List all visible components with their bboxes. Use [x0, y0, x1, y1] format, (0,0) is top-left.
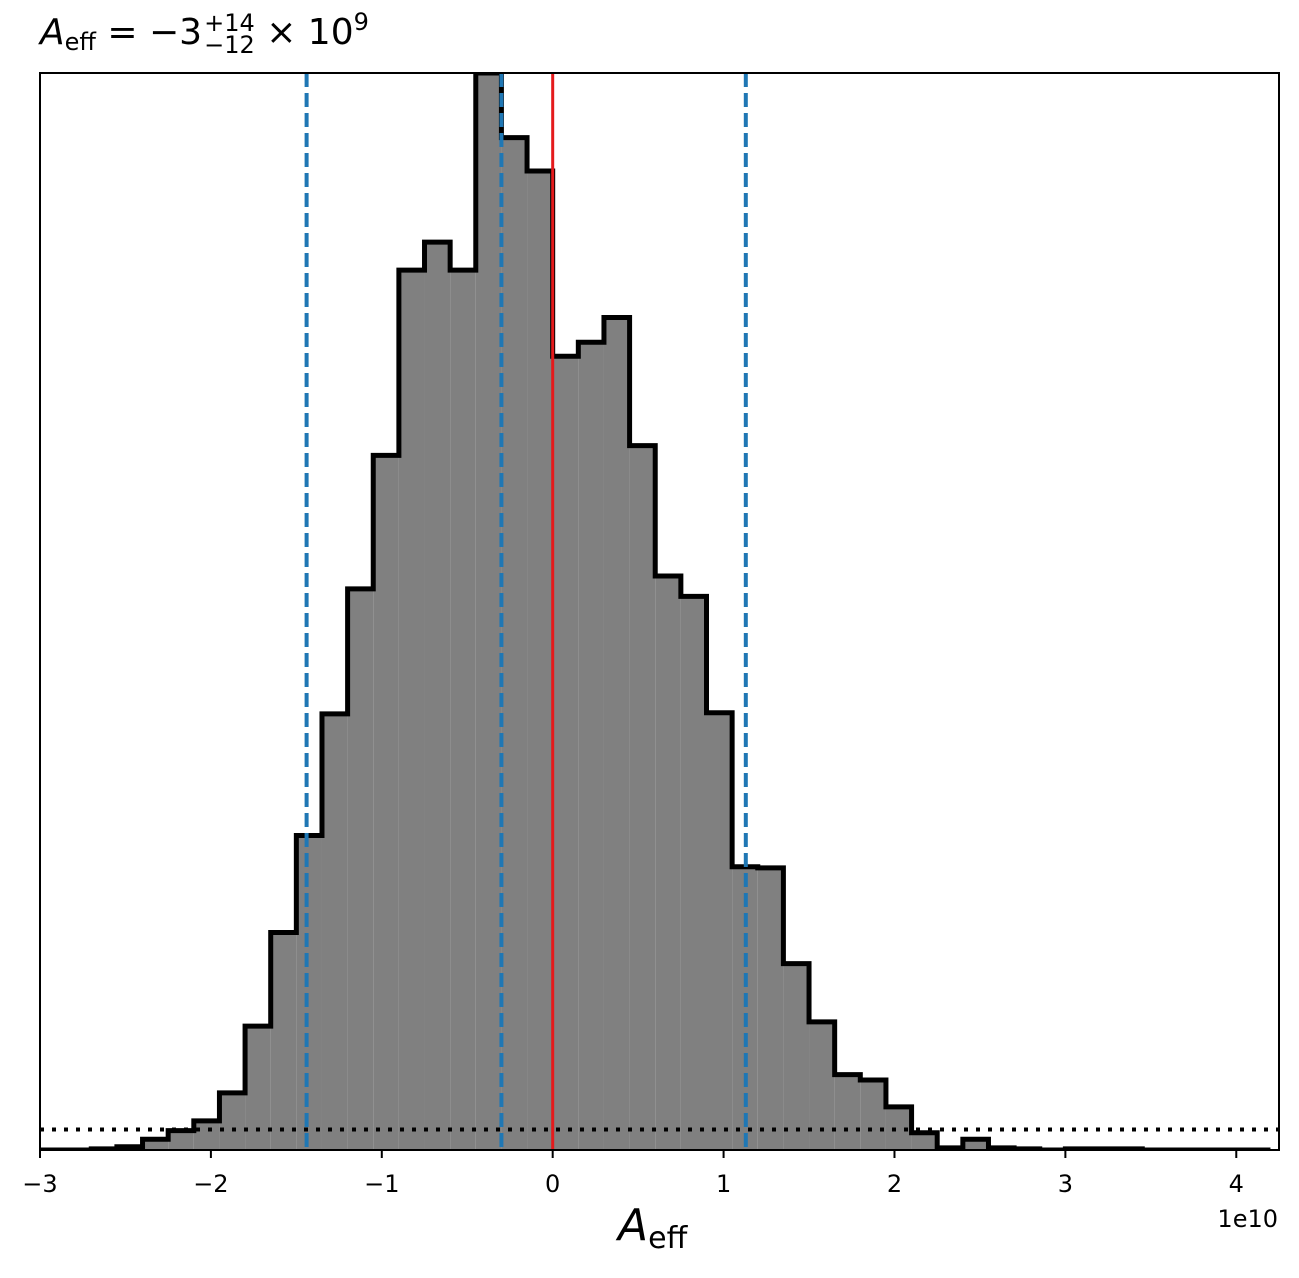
histogram-bar	[450, 270, 476, 1150]
histogram-bar	[629, 445, 656, 1150]
x-tick-label: 2	[887, 1170, 902, 1198]
histogram-bar	[296, 835, 322, 1150]
x-tick-label: −3	[22, 1170, 57, 1198]
histogram-bar	[962, 1139, 989, 1150]
histogram-bar	[219, 1092, 246, 1150]
chart-title: Aeff = −3 +14 −12 × 109	[40, 8, 369, 59]
x-axis: −3 −2 −1 0 1 2 3 4	[22, 72, 1280, 1198]
x-tick-label: −2	[193, 1170, 228, 1198]
x-tick-label: 4	[1229, 1170, 1244, 1198]
histogram-bar	[321, 713, 348, 1150]
histogram-bar	[398, 270, 425, 1150]
x-tick-label: −1	[364, 1170, 399, 1198]
x-tick-label: 3	[1058, 1170, 1073, 1198]
histogram-bar	[168, 1130, 194, 1150]
histogram-bar	[373, 455, 399, 1150]
histogram-bar	[475, 73, 502, 1150]
histogram-bar	[680, 596, 707, 1150]
histogram-bar	[578, 342, 604, 1150]
histogram-bar	[193, 1120, 220, 1150]
histogram-bar	[603, 317, 630, 1150]
histogram-bar	[783, 963, 810, 1150]
histogram-bar	[655, 575, 681, 1150]
axes-frame	[39, 72, 1280, 1151]
histogram-bar	[501, 137, 528, 1150]
histogram-bar	[860, 1079, 886, 1150]
x-axis-offset-label: 1e10	[1217, 1205, 1278, 1233]
histogram-bar	[347, 588, 374, 1150]
histogram-outline	[40, 73, 1271, 1150]
histogram-bar	[757, 867, 784, 1150]
histogram-bar	[552, 356, 579, 1150]
histogram-bar	[706, 712, 733, 1150]
histogram-bar	[732, 866, 758, 1150]
histogram-bar	[142, 1139, 169, 1150]
histogram-bar	[834, 1074, 861, 1150]
histogram-bar	[911, 1132, 938, 1150]
histogram-bar	[527, 171, 553, 1150]
x-tick-label: 0	[545, 1170, 560, 1198]
x-tick-label: 1	[716, 1170, 731, 1198]
histogram-bar	[270, 932, 297, 1150]
plot-area	[40, 73, 1279, 1150]
histogram-bar	[424, 242, 451, 1150]
